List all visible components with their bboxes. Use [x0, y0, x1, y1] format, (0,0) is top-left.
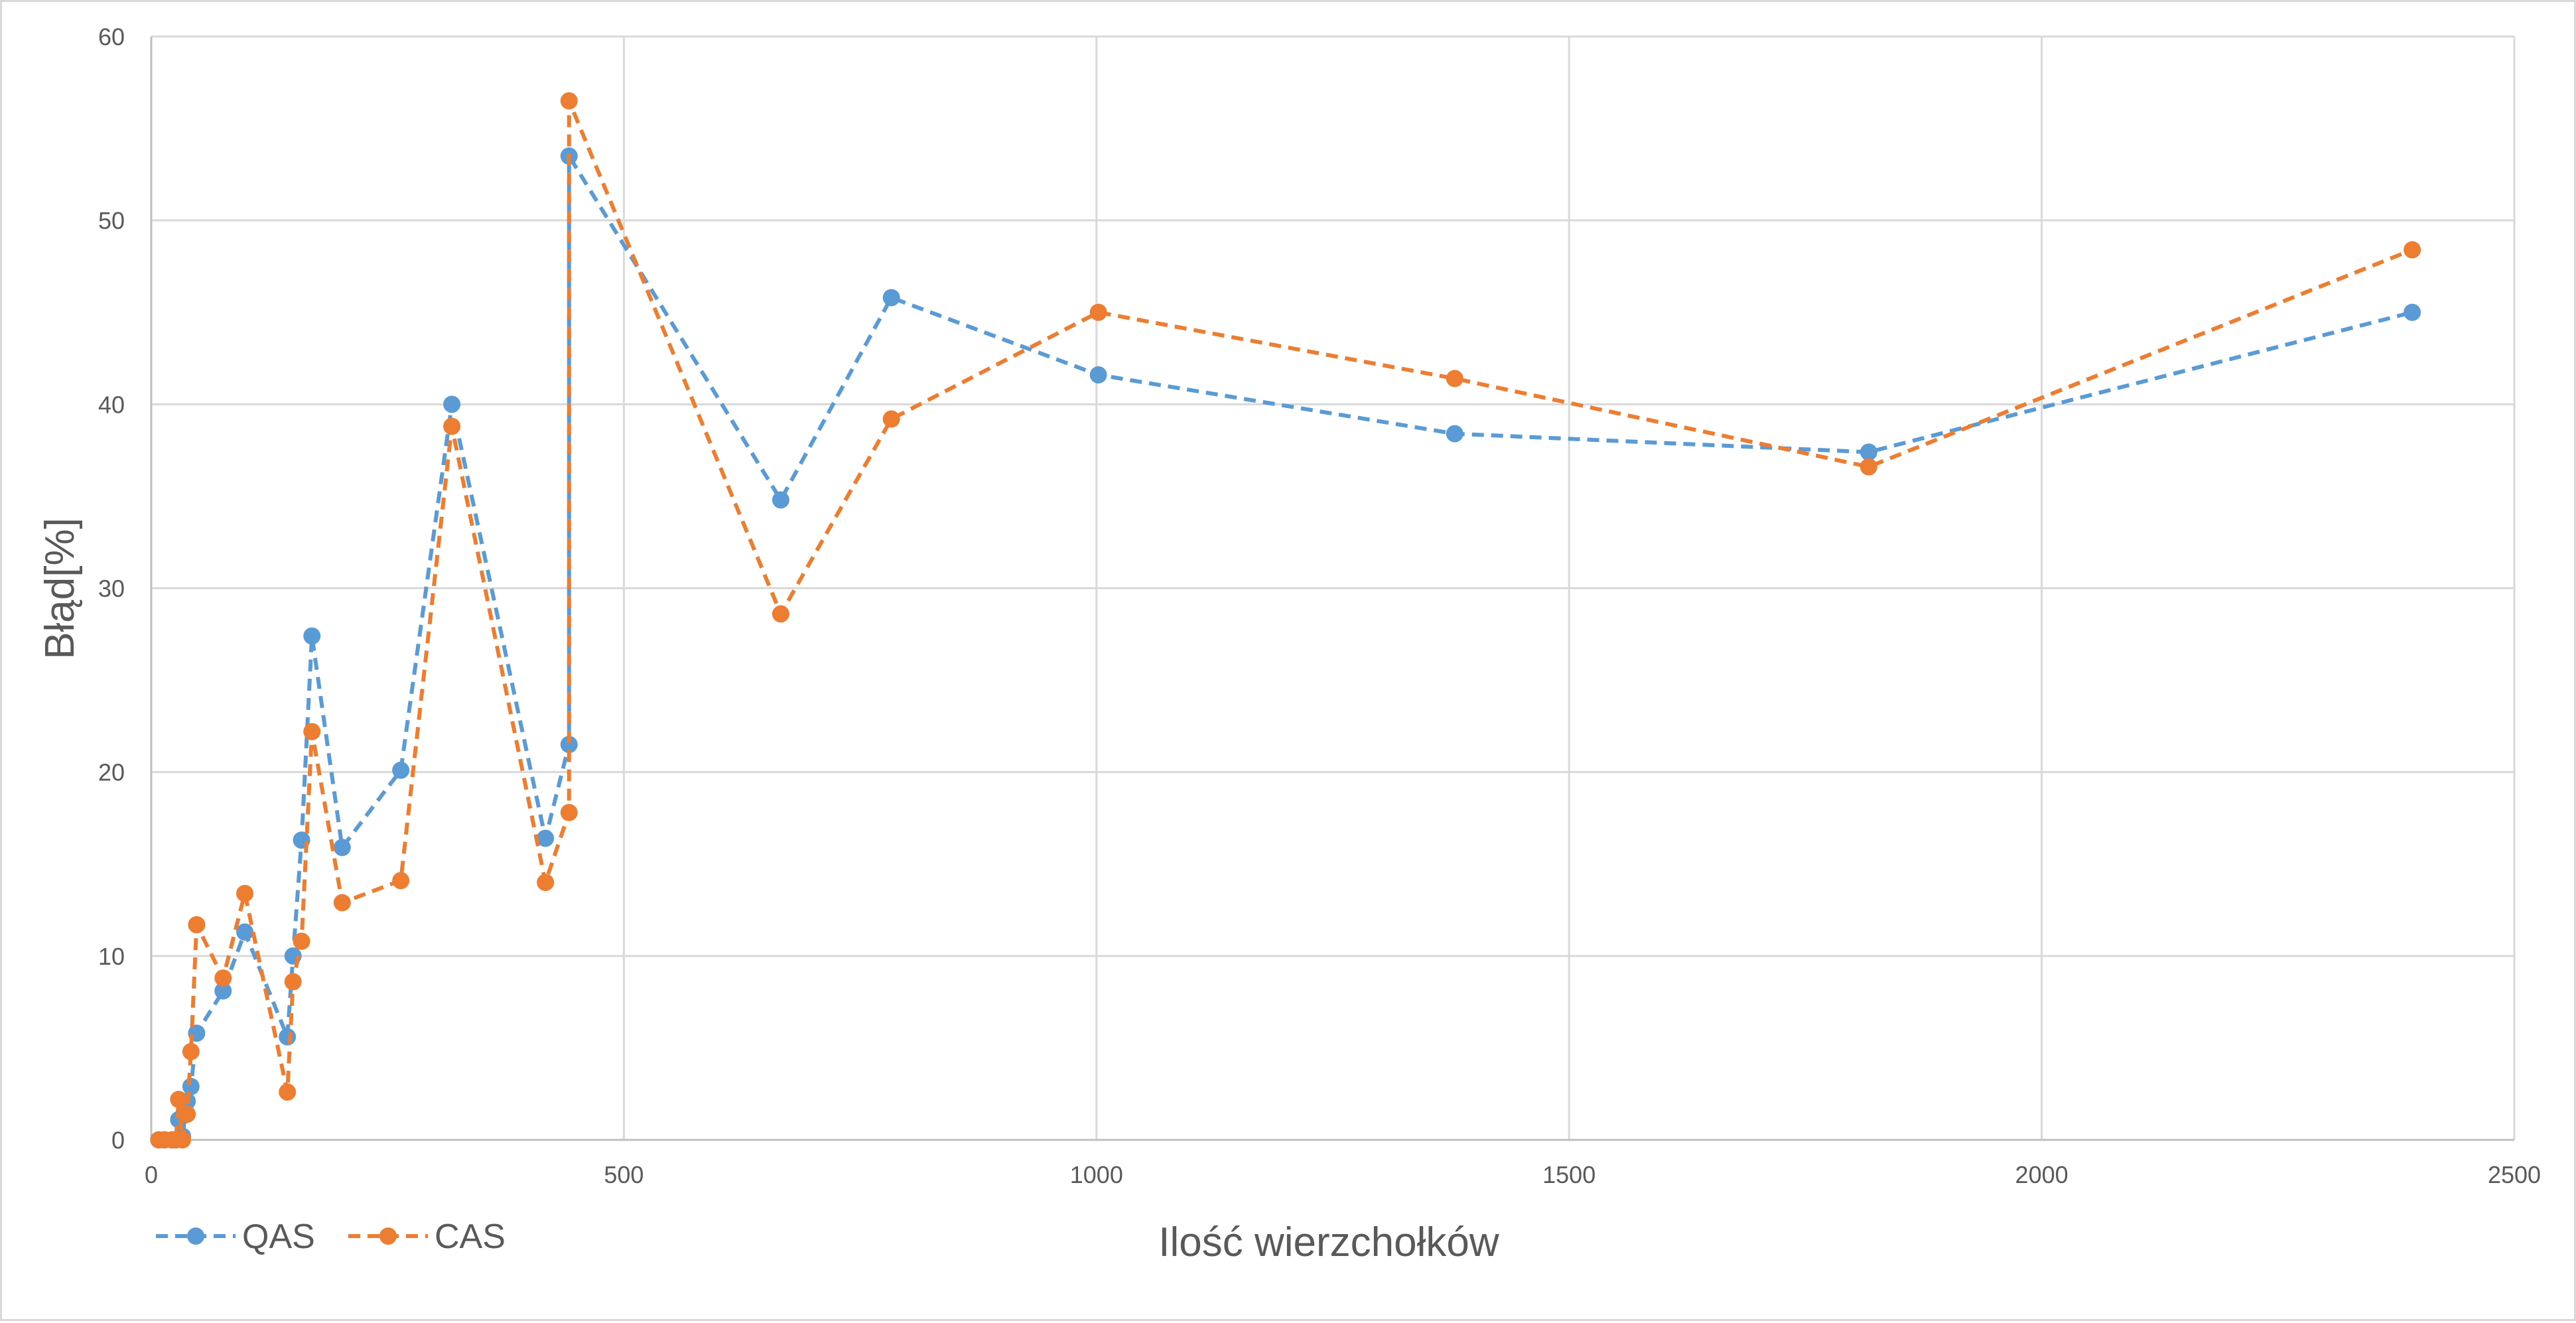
data-point	[293, 932, 310, 950]
data-point	[1446, 370, 1463, 387]
x-axis-title: Ilość wierzchołków	[1158, 1219, 1499, 1265]
data-point	[303, 723, 321, 740]
data-point	[560, 736, 578, 754]
axes	[150, 36, 2514, 1141]
data-point	[174, 1131, 192, 1149]
legend-label: CAS	[435, 1218, 506, 1256]
data-point	[182, 1042, 200, 1060]
y-tick-label: 40	[98, 391, 125, 418]
data-point	[279, 1028, 297, 1046]
data-point	[1089, 366, 1107, 383]
data-point	[2404, 303, 2421, 321]
data-point	[443, 395, 461, 413]
data-point	[1089, 303, 1107, 321]
data-point	[284, 973, 302, 991]
data-point	[236, 884, 254, 902]
data-point	[214, 982, 232, 1000]
data-point	[178, 1105, 196, 1123]
legend-label: QAS	[242, 1218, 315, 1256]
legend-marker	[379, 1227, 397, 1245]
data-point	[560, 803, 578, 821]
data-point	[1860, 458, 1877, 476]
series-cas	[150, 92, 2421, 1149]
legend-item-cas: CAS	[348, 1218, 506, 1256]
legend-item-qas: QAS	[156, 1218, 315, 1256]
data-point	[772, 605, 789, 623]
data-point	[392, 872, 410, 890]
y-tick-label: 0	[111, 1127, 125, 1154]
data-point	[392, 761, 410, 779]
legend-marker	[187, 1227, 204, 1245]
data-point	[882, 410, 900, 428]
x-tick-label: 1500	[1542, 1161, 1595, 1188]
y-tick-label: 20	[98, 759, 125, 786]
data-point	[882, 289, 900, 307]
grid-lines	[151, 35, 2516, 1140]
data-point	[182, 1078, 200, 1095]
series-line-cas	[159, 99, 2413, 1142]
y-tick-label: 50	[98, 207, 125, 234]
y-tick-label: 60	[98, 23, 125, 50]
data-point	[214, 969, 232, 987]
data-point	[236, 923, 254, 941]
data-point	[279, 1083, 297, 1101]
data-point	[333, 894, 351, 912]
data-point	[333, 839, 351, 857]
x-tick-label: 500	[604, 1161, 644, 1188]
data-series	[150, 92, 2421, 1149]
data-point	[772, 491, 789, 509]
data-point	[443, 417, 461, 435]
tick-labels: 0 10 20 30 40 50 60 0 500 1000 1500 2000 2500	[98, 23, 2541, 1188]
data-point	[560, 92, 578, 110]
data-point	[537, 873, 555, 891]
y-tick-label: 30	[98, 575, 125, 602]
data-point	[2404, 241, 2421, 259]
data-point	[1860, 443, 1877, 461]
y-axis-title: Błąd[%]	[37, 518, 83, 660]
legend: QAS CAS	[156, 1218, 506, 1256]
data-point	[170, 1091, 188, 1109]
data-point	[537, 829, 555, 847]
y-tick-label: 10	[98, 943, 125, 970]
data-point	[303, 627, 321, 645]
x-tick-label: 0	[145, 1161, 158, 1188]
data-point	[188, 916, 206, 934]
x-tick-label: 2000	[2015, 1161, 2068, 1188]
x-tick-label: 2500	[2488, 1161, 2541, 1188]
data-point	[1446, 425, 1463, 443]
series-qas	[150, 147, 2421, 1149]
x-tick-label: 1000	[1070, 1161, 1123, 1188]
